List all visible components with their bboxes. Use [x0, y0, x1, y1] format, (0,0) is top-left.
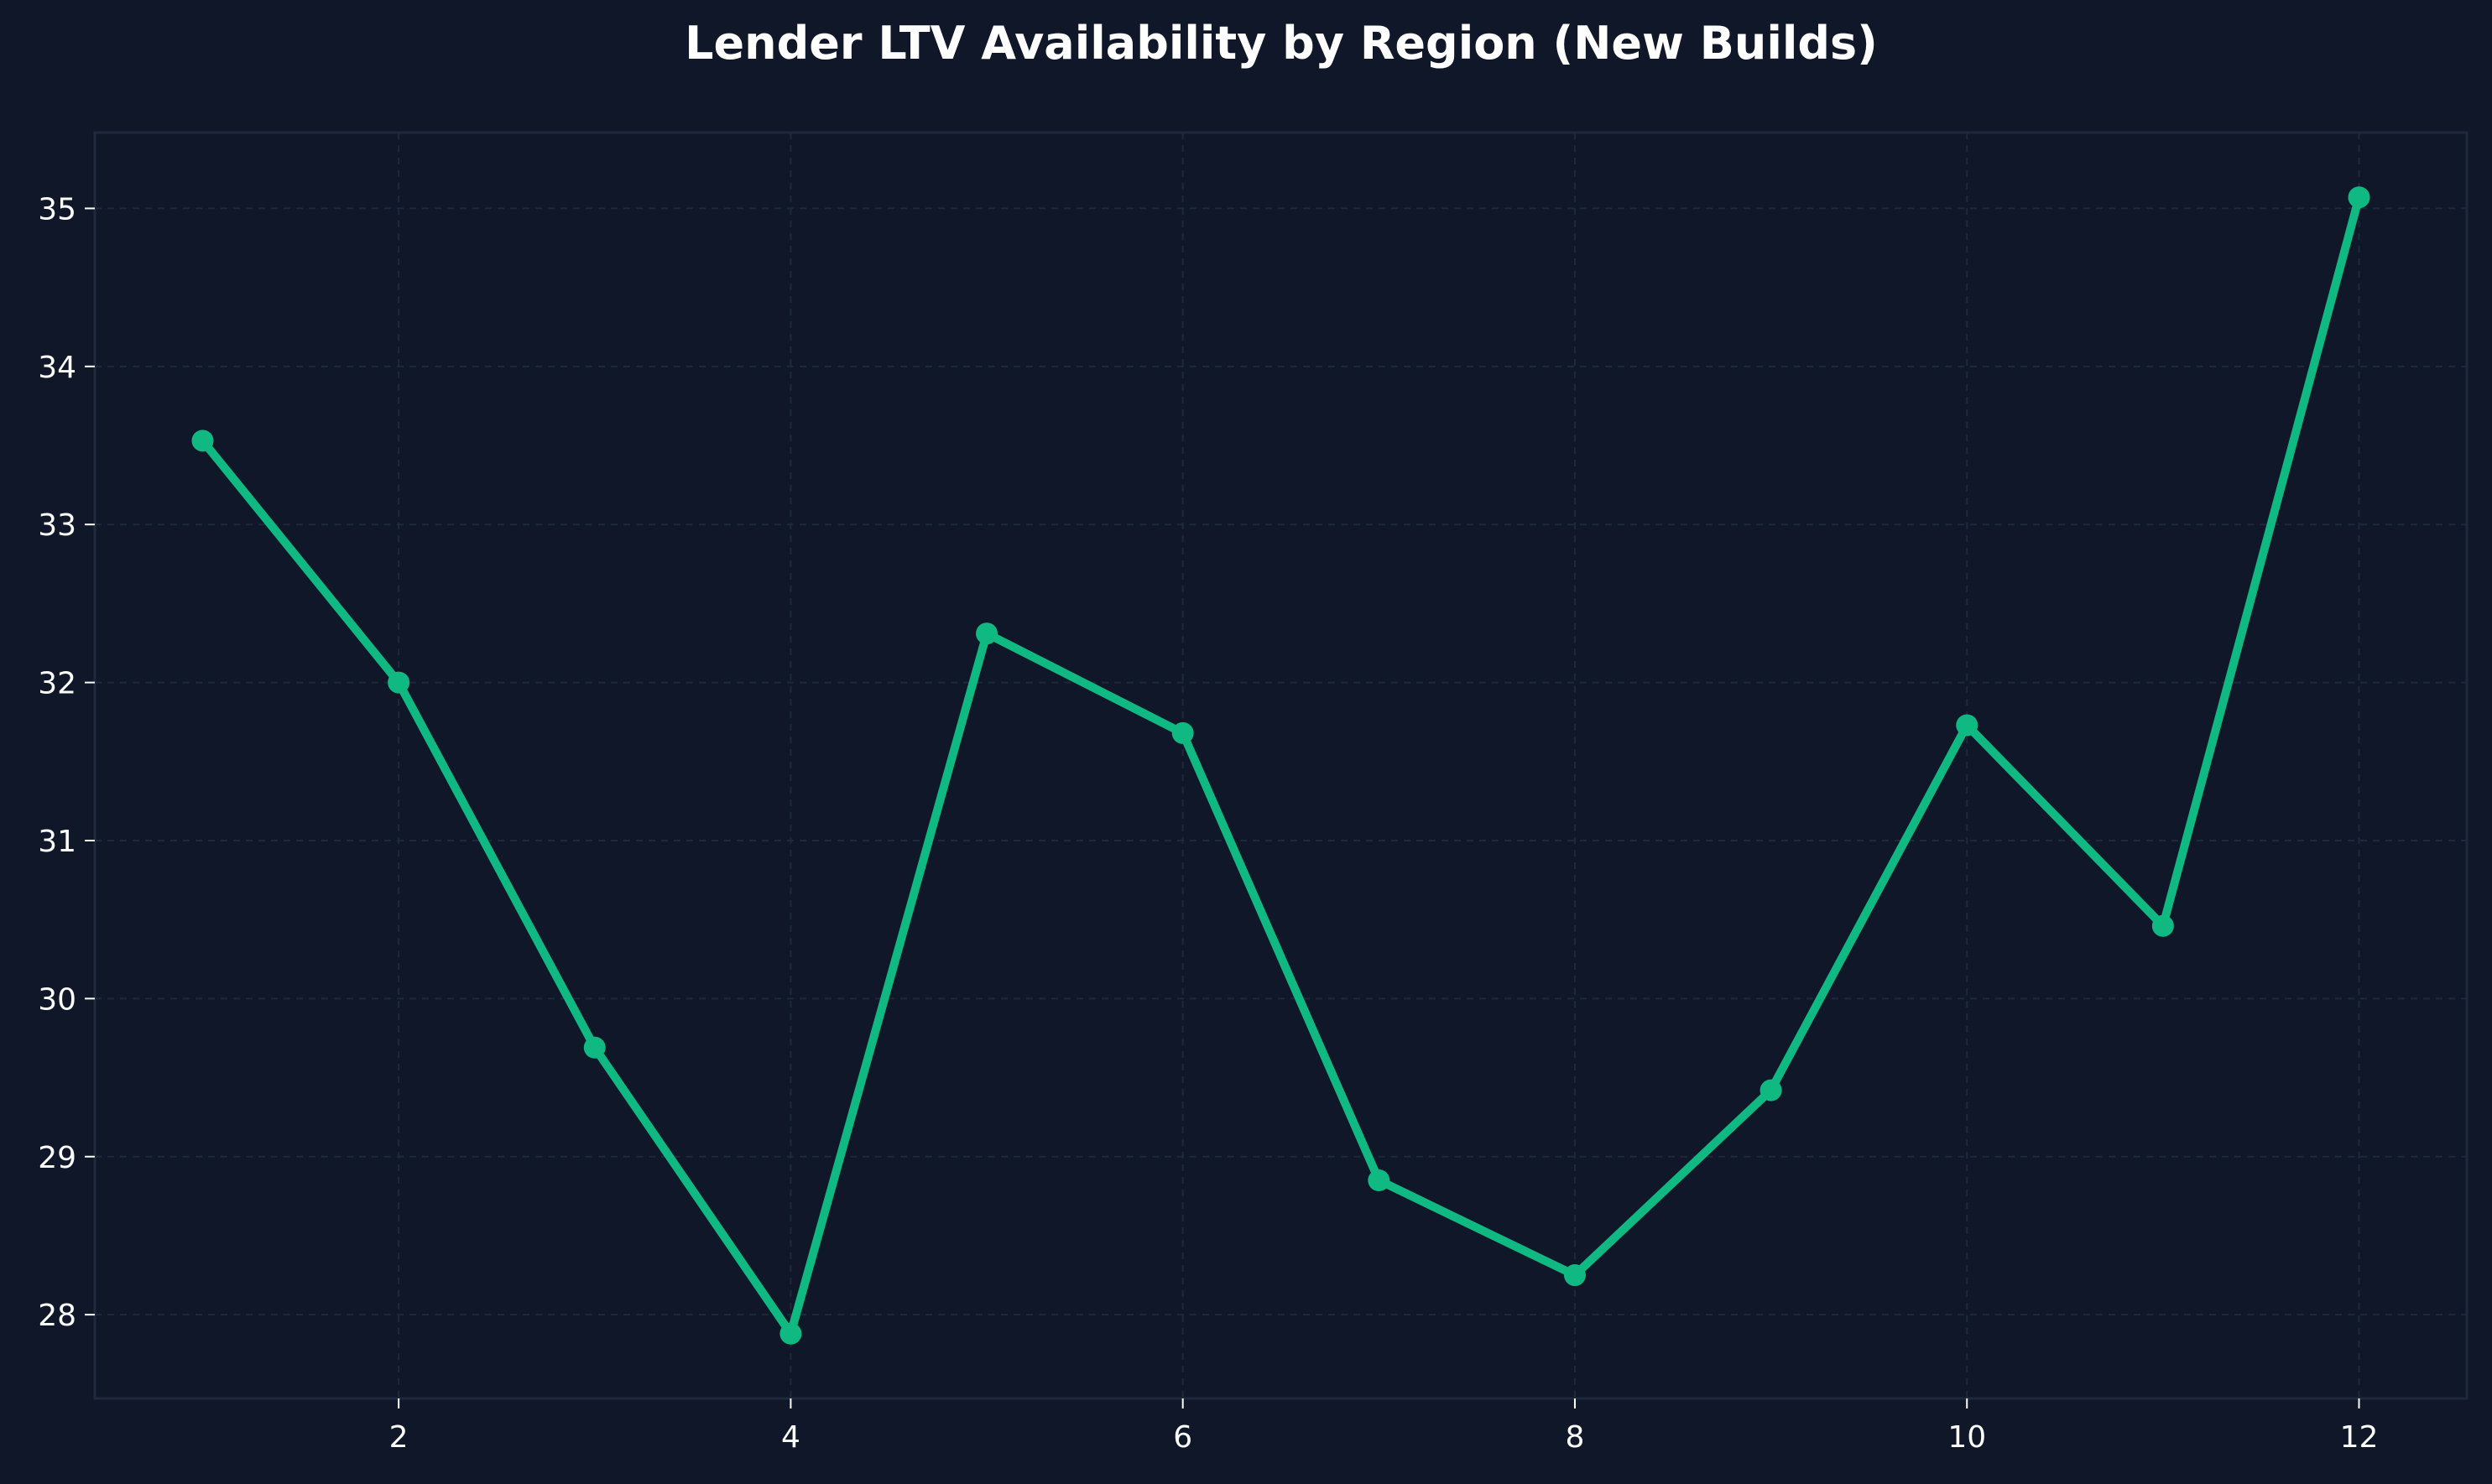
x-tick-label: 10 [1947, 1420, 1986, 1455]
y-tick-label: 31 [38, 825, 76, 859]
grid-lines [95, 133, 2467, 1398]
data-point [388, 671, 410, 694]
data-point [1760, 1079, 1782, 1101]
data-point [1956, 714, 1978, 737]
y-tick-label: 33 [38, 508, 76, 543]
data-point [779, 1322, 802, 1345]
y-tick-label: 35 [38, 192, 76, 227]
x-tick-label: 4 [781, 1420, 800, 1455]
data-point [976, 622, 998, 645]
chart-title: Lender LTV Availability by Region (New B… [685, 17, 1878, 70]
x-tick-label: 12 [2340, 1420, 2379, 1455]
data-point [191, 430, 214, 452]
data-point [1171, 721, 1194, 744]
y-tick-label: 32 [38, 667, 76, 701]
x-axis-ticks: 2 4 6 8 10 12 [389, 1398, 2379, 1455]
series-line [198, 193, 2364, 1338]
data-point [1563, 1264, 1586, 1287]
data-point [2151, 914, 2174, 937]
y-tick-label: 29 [38, 1141, 76, 1175]
y-tick-label: 34 [38, 351, 76, 385]
series-layer [191, 186, 2370, 1345]
data-point [583, 1036, 606, 1059]
data-point [2348, 186, 2370, 209]
y-tick-label: 30 [38, 982, 76, 1017]
x-tick-label: 6 [1173, 1420, 1192, 1455]
y-axis-ticks: 28 29 30 31 32 33 34 35 [38, 192, 95, 1333]
data-point [1368, 1169, 1390, 1192]
y-tick-label: 28 [38, 1299, 76, 1333]
plot-area-frame [93, 131, 2469, 1400]
x-tick-label: 8 [1566, 1420, 1585, 1455]
x-tick-label: 2 [389, 1420, 409, 1455]
